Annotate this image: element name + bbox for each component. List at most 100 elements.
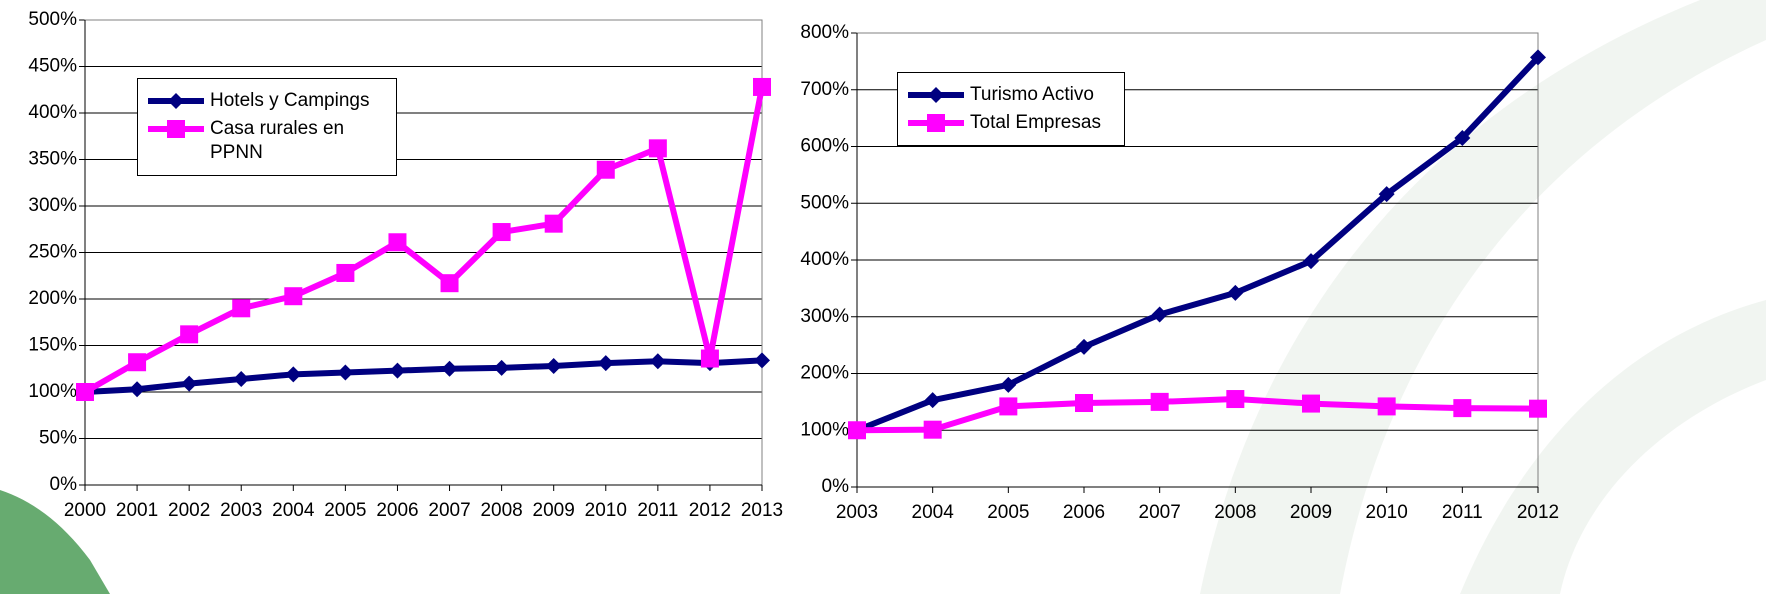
marker bbox=[1226, 390, 1244, 408]
marker bbox=[1075, 394, 1093, 412]
marker bbox=[925, 392, 941, 408]
marker bbox=[494, 360, 510, 376]
y-tick-label: 400% bbox=[800, 249, 849, 270]
marker bbox=[1529, 400, 1547, 418]
x-tick-label: 2003 bbox=[220, 500, 262, 521]
marker bbox=[753, 78, 771, 96]
marker bbox=[597, 161, 615, 179]
marker bbox=[129, 381, 145, 397]
legend-swatch bbox=[146, 89, 206, 113]
x-tick-label: 2011 bbox=[1442, 502, 1483, 523]
y-tick-label: 700% bbox=[800, 79, 849, 100]
y-tick-label: 600% bbox=[800, 136, 849, 157]
legend-entry: Total Empresas bbox=[906, 111, 1116, 135]
x-tick-label: 2012 bbox=[1517, 502, 1559, 523]
marker bbox=[1151, 393, 1169, 411]
x-tick-label: 2006 bbox=[376, 500, 418, 521]
marker bbox=[233, 371, 249, 387]
y-tick-label: 400% bbox=[28, 102, 77, 123]
marker bbox=[754, 352, 770, 368]
legend-swatch bbox=[906, 83, 966, 107]
y-tick-label: 500% bbox=[28, 9, 77, 30]
marker bbox=[284, 287, 302, 305]
x-tick-label: 2010 bbox=[1366, 502, 1408, 523]
marker bbox=[924, 421, 942, 439]
series-line bbox=[857, 399, 1538, 430]
legend-label: Hotels y Campings bbox=[210, 89, 369, 113]
y-tick-label: 200% bbox=[28, 288, 77, 309]
legend-entry: Turismo Activo bbox=[906, 83, 1116, 107]
y-tick-label: 100% bbox=[28, 381, 77, 402]
marker bbox=[232, 299, 250, 317]
y-tick-label: 500% bbox=[800, 192, 849, 213]
x-tick-label: 2009 bbox=[1290, 502, 1332, 523]
x-tick-label: 2003 bbox=[836, 502, 878, 523]
x-tick-label: 2006 bbox=[1063, 502, 1105, 523]
marker bbox=[128, 353, 146, 371]
y-tick-label: 250% bbox=[28, 242, 77, 263]
marker bbox=[442, 361, 458, 377]
legend: Hotels y Campings Casa rurales en PPNN bbox=[137, 78, 397, 176]
y-tick-label: 0% bbox=[50, 474, 78, 495]
marker bbox=[848, 421, 866, 439]
y-tick-label: 50% bbox=[39, 428, 77, 449]
x-tick-label: 2013 bbox=[741, 500, 783, 521]
y-tick-label: 300% bbox=[800, 306, 849, 327]
marker bbox=[181, 376, 197, 392]
x-tick-label: 2002 bbox=[168, 500, 210, 521]
legend-swatch bbox=[146, 117, 206, 141]
marker bbox=[493, 223, 511, 241]
marker bbox=[598, 355, 614, 371]
x-tick-label: 2005 bbox=[987, 502, 1029, 523]
marker bbox=[337, 364, 353, 380]
marker bbox=[285, 366, 301, 382]
legend: Turismo Activo Total Empresas bbox=[897, 72, 1125, 146]
marker bbox=[928, 87, 944, 103]
marker bbox=[1302, 395, 1320, 413]
marker bbox=[168, 93, 184, 109]
x-tick-label: 2012 bbox=[689, 500, 731, 521]
marker bbox=[545, 215, 563, 233]
legend-label: Total Empresas bbox=[970, 111, 1101, 135]
legend-label: Casa rurales en PPNN bbox=[210, 117, 388, 165]
marker bbox=[441, 274, 459, 292]
y-tick-label: 450% bbox=[28, 56, 77, 77]
x-tick-label: 2004 bbox=[912, 502, 955, 523]
page: 0% 50% 100% 150% 200% 250% 300% 350% 400% 450% 500… bbox=[0, 0, 1766, 594]
x-tick-label: 2008 bbox=[1214, 502, 1256, 523]
y-tick-label: 300% bbox=[28, 195, 77, 216]
marker bbox=[388, 233, 406, 251]
marker bbox=[1453, 399, 1471, 417]
y-tick-label: 350% bbox=[28, 149, 77, 170]
y-tick-label: 0% bbox=[822, 476, 850, 497]
x-tick-label: 2001 bbox=[116, 500, 158, 521]
legend-entry: Casa rurales en PPNN bbox=[146, 117, 388, 165]
marker bbox=[76, 383, 94, 401]
marker bbox=[999, 397, 1017, 415]
y-tick-label: 100% bbox=[800, 419, 849, 440]
marker bbox=[180, 325, 198, 343]
marker bbox=[649, 139, 667, 157]
y-tick-label: 800% bbox=[800, 22, 849, 43]
marker bbox=[927, 114, 945, 132]
legend-entry: Hotels y Campings bbox=[146, 89, 388, 113]
x-tick-label: 2004 bbox=[272, 500, 315, 521]
marker bbox=[167, 120, 185, 138]
x-tick-label: 2007 bbox=[1139, 502, 1181, 523]
marker bbox=[650, 353, 666, 369]
marker bbox=[389, 363, 405, 379]
x-tick-label: 2010 bbox=[585, 500, 627, 521]
legend-label: Turismo Activo bbox=[970, 83, 1094, 107]
x-tick-label: 2000 bbox=[64, 500, 106, 521]
marker bbox=[1378, 397, 1396, 415]
x-tick-label: 2008 bbox=[480, 500, 522, 521]
marker bbox=[336, 264, 354, 282]
x-tick-label: 2005 bbox=[324, 500, 366, 521]
marker bbox=[701, 350, 719, 368]
y-tick-label: 200% bbox=[800, 363, 849, 384]
x-tick-label: 2009 bbox=[533, 500, 575, 521]
y-tick-label: 150% bbox=[28, 335, 77, 356]
x-tick-label: 2007 bbox=[428, 500, 470, 521]
legend-swatch bbox=[906, 111, 966, 135]
x-tick-label: 2011 bbox=[637, 500, 678, 521]
